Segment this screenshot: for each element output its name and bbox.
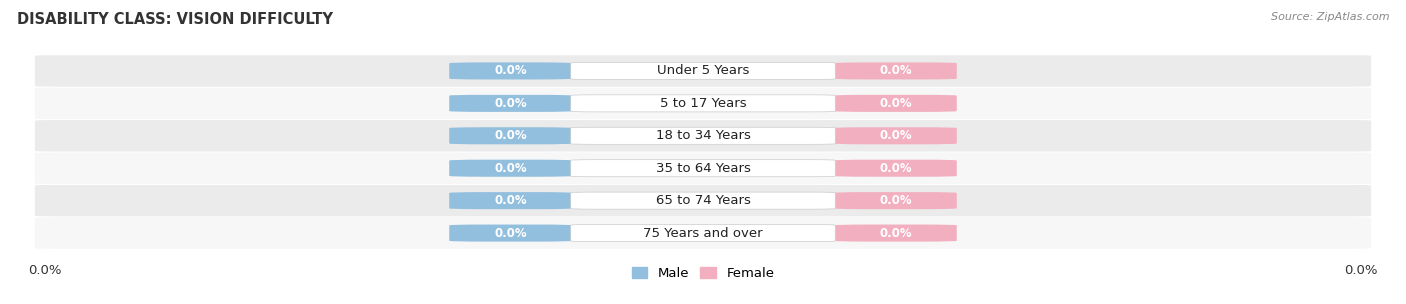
FancyBboxPatch shape xyxy=(571,225,835,242)
Text: 0.0%: 0.0% xyxy=(879,129,911,142)
FancyBboxPatch shape xyxy=(35,217,1371,249)
Text: 0.0%: 0.0% xyxy=(495,97,527,110)
Text: 0.0%: 0.0% xyxy=(495,129,527,142)
Text: 65 to 74 Years: 65 to 74 Years xyxy=(655,194,751,207)
Text: 5 to 17 Years: 5 to 17 Years xyxy=(659,97,747,110)
FancyBboxPatch shape xyxy=(450,127,572,144)
Text: Source: ZipAtlas.com: Source: ZipAtlas.com xyxy=(1271,12,1389,22)
FancyBboxPatch shape xyxy=(35,153,1371,184)
Text: Under 5 Years: Under 5 Years xyxy=(657,64,749,78)
FancyBboxPatch shape xyxy=(35,55,1371,87)
FancyBboxPatch shape xyxy=(834,192,956,209)
Text: 0.0%: 0.0% xyxy=(879,64,911,78)
FancyBboxPatch shape xyxy=(450,95,572,112)
FancyBboxPatch shape xyxy=(834,62,956,79)
Text: 0.0%: 0.0% xyxy=(879,194,911,207)
FancyBboxPatch shape xyxy=(571,95,835,112)
FancyBboxPatch shape xyxy=(35,120,1371,151)
Text: 75 Years and over: 75 Years and over xyxy=(643,226,763,240)
Text: 0.0%: 0.0% xyxy=(1344,264,1378,277)
Text: 18 to 34 Years: 18 to 34 Years xyxy=(655,129,751,142)
Text: 0.0%: 0.0% xyxy=(879,97,911,110)
FancyBboxPatch shape xyxy=(571,62,835,79)
Text: DISABILITY CLASS: VISION DIFFICULTY: DISABILITY CLASS: VISION DIFFICULTY xyxy=(17,12,333,27)
FancyBboxPatch shape xyxy=(450,225,572,242)
Text: 0.0%: 0.0% xyxy=(879,226,911,240)
FancyBboxPatch shape xyxy=(450,160,572,177)
Text: 0.0%: 0.0% xyxy=(495,194,527,207)
FancyBboxPatch shape xyxy=(834,127,956,144)
FancyBboxPatch shape xyxy=(35,185,1371,216)
FancyBboxPatch shape xyxy=(450,192,572,209)
FancyBboxPatch shape xyxy=(35,88,1371,119)
Text: 0.0%: 0.0% xyxy=(28,264,62,277)
FancyBboxPatch shape xyxy=(834,225,956,242)
Text: 0.0%: 0.0% xyxy=(495,226,527,240)
Text: 0.0%: 0.0% xyxy=(495,162,527,175)
FancyBboxPatch shape xyxy=(834,160,956,177)
Legend: Male, Female: Male, Female xyxy=(626,262,780,285)
Text: 0.0%: 0.0% xyxy=(879,162,911,175)
FancyBboxPatch shape xyxy=(571,192,835,209)
Text: 35 to 64 Years: 35 to 64 Years xyxy=(655,162,751,175)
FancyBboxPatch shape xyxy=(834,95,956,112)
Text: 0.0%: 0.0% xyxy=(495,64,527,78)
FancyBboxPatch shape xyxy=(571,127,835,144)
FancyBboxPatch shape xyxy=(571,160,835,177)
FancyBboxPatch shape xyxy=(450,62,572,79)
